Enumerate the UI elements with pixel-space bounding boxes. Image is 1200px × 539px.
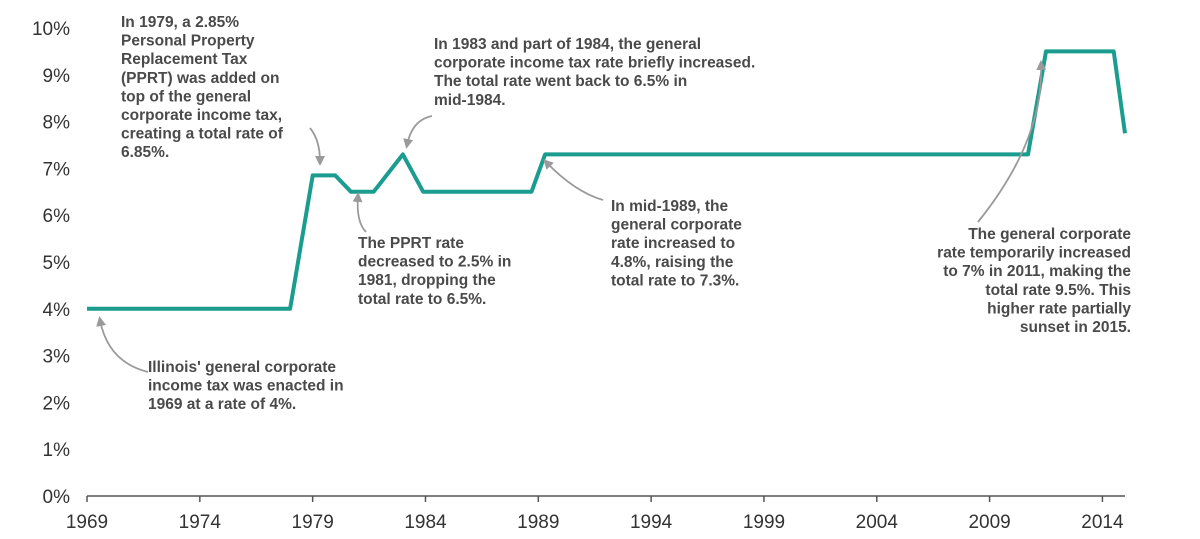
annotation-line: decreased to 2.5% in <box>358 254 511 271</box>
x-axis: 1969 1974 1979 1984 1989 1994 1999 2004 2009 2014 <box>66 495 1125 533</box>
x-tick-label: 1989 <box>517 512 559 533</box>
annotation-line: income tax was enacted in <box>148 378 344 395</box>
x-tick-label: 1969 <box>66 512 108 533</box>
annotation-line: total rate to 6.5%. <box>358 291 486 308</box>
annotation-line: 1969 at a rate of 4%. <box>148 396 296 413</box>
annotation-arrow <box>96 316 149 373</box>
annotation-line: In mid-1989, the <box>611 198 729 215</box>
annotation-line: In 1979, a 2.85% <box>121 14 239 31</box>
annotation-line: In 1983 and part of 1984, the general <box>434 36 701 53</box>
annotation-line: total rate to 7.3%. <box>611 272 739 289</box>
annotations: Illinois' general corporate income tax wa… <box>121 14 1131 413</box>
annotation-arrow <box>309 127 325 166</box>
annotation-line: to 7% in 2011, making the <box>943 263 1131 280</box>
annotation-line: sunset in 2015. <box>1020 319 1131 336</box>
annotation-arrow <box>352 192 367 233</box>
annotation-line: total rate 9.5%. This <box>985 282 1131 299</box>
y-tick-label: 8% <box>43 113 71 134</box>
x-tick-label: 1994 <box>630 512 673 533</box>
annotation-line: The total rate went back to 6.5% in <box>434 73 687 90</box>
x-tick-label: 2014 <box>1081 512 1124 533</box>
annotation-line: general corporate <box>611 217 742 234</box>
annotation-line: 1981, dropping the <box>358 272 496 289</box>
annotation-text: In 1983 and part of 1984, the general cor… <box>434 36 755 109</box>
annotation-line: Illinois' general corporate <box>148 359 336 376</box>
annotation-line: (PPRT) was added on <box>121 70 279 87</box>
y-tick-label: 7% <box>43 159 71 180</box>
y-tick-label: 0% <box>43 487 71 508</box>
annotation-line: Replacement Tax <box>121 51 248 68</box>
y-tick-label: 6% <box>43 206 71 227</box>
annotation-line: mid-1984. <box>434 92 506 109</box>
annotation-line: 4.8%, raising the <box>611 254 734 271</box>
annotation-text: Illinois' general corporate income tax wa… <box>148 359 344 413</box>
annotation-line: rate temporarily increased <box>937 245 1131 262</box>
y-axis: 0% 1% 2% 3% 4% 5% 6% 7% 8% 9% 10% <box>32 19 70 508</box>
annotation-line: corporate income tax, <box>121 107 282 124</box>
annotation-text: In 1979, a 2.85% Personal PropertyReplace… <box>121 14 284 161</box>
y-tick-label: 4% <box>43 300 71 321</box>
annotation-line: The PPRT rate <box>358 235 464 252</box>
y-tick-label: 2% <box>43 393 71 414</box>
annotation-line: 6.85%. <box>121 144 169 161</box>
x-tick-label: 2009 <box>968 512 1010 533</box>
y-tick-label: 1% <box>43 440 71 461</box>
annotation-line: creating a total rate of <box>121 126 284 143</box>
x-tick-label: 1984 <box>404 512 447 533</box>
x-tick-label: 1999 <box>743 512 785 533</box>
x-tick-label: 1979 <box>292 512 334 533</box>
annotation-line: higher rate partially <box>987 300 1131 317</box>
y-tick-label: 5% <box>43 253 71 274</box>
annotation-text: The general corporate rate temporarily in… <box>937 226 1131 336</box>
annotation-arrows <box>96 60 1047 373</box>
annotation-line: corporate income tax rate briefly increa… <box>434 55 755 72</box>
annotation-line: rate increased to <box>611 235 735 252</box>
x-tick-label: 2004 <box>856 512 899 533</box>
y-tick-label: 10% <box>32 19 70 40</box>
annotation-line: The general corporate <box>968 226 1131 243</box>
annotation-line: Personal Property <box>121 33 255 50</box>
x-tick-label: 1974 <box>179 512 222 533</box>
annotation-arrow <box>403 115 433 149</box>
annotation-arrow <box>977 60 1047 223</box>
annotation-arrow <box>543 159 604 201</box>
annotation-line: top of the general <box>121 88 251 105</box>
y-tick-label: 9% <box>43 66 71 87</box>
y-tick-label: 3% <box>43 347 71 368</box>
